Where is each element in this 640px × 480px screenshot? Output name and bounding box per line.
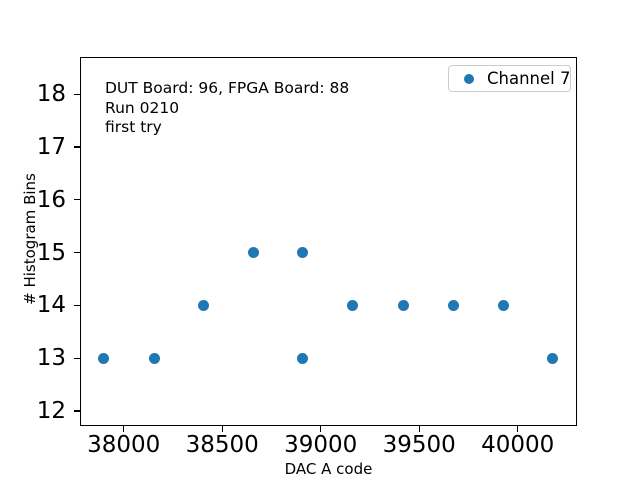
- y-tick: [74, 410, 80, 412]
- legend-marker-icon: [464, 73, 474, 84]
- annotation-text: DUT Board: 96, FPGA Board: 88 Run 0210 f…: [105, 79, 349, 138]
- y-tick-label: 12: [36, 398, 66, 424]
- x-axis-label: DAC A code: [284, 460, 373, 478]
- data-point: [97, 352, 109, 364]
- data-point: [297, 352, 309, 364]
- y-tick-label: 15: [36, 239, 66, 266]
- x-tick: [517, 426, 519, 432]
- data-point: [297, 247, 309, 259]
- data-point: [448, 299, 460, 311]
- x-tick: [320, 426, 322, 432]
- legend: Channel 7: [448, 65, 571, 92]
- data-point: [547, 352, 559, 364]
- data-point: [497, 299, 509, 311]
- y-tick-label: 13: [36, 345, 66, 372]
- y-tick: [74, 304, 80, 307]
- data-point: [148, 352, 160, 364]
- x-tick-label: 38500: [185, 432, 259, 458]
- y-tick: [74, 357, 80, 359]
- y-tick: [74, 146, 80, 148]
- annotation-line-boards: DUT Board: 96, FPGA Board: 88: [105, 79, 350, 97]
- x-tick-label: 39000: [284, 432, 358, 458]
- y-tick-label: 14: [36, 292, 66, 319]
- plot-area: [80, 57, 577, 426]
- data-point: [247, 247, 259, 259]
- y-tick-label: 16: [36, 186, 66, 213]
- annotation-line-run: Run 0210: [105, 98, 180, 117]
- y-tick-label: 18: [36, 81, 66, 108]
- y-axis-label: # Histogram Bins: [21, 173, 39, 305]
- x-tick: [123, 426, 125, 432]
- data-point: [197, 299, 209, 311]
- x-tick: [418, 426, 420, 432]
- y-tick: [74, 199, 80, 201]
- x-tick-label: 39500: [382, 432, 456, 458]
- data-point: [397, 299, 409, 311]
- y-tick: [74, 252, 80, 254]
- legend-label: Channel 7: [487, 69, 571, 88]
- x-tick: [221, 426, 223, 432]
- y-tick-label: 17: [36, 134, 66, 161]
- y-tick: [74, 93, 80, 95]
- x-tick-label: 40000: [481, 432, 555, 458]
- annotation-line-note: first try: [105, 118, 162, 136]
- data-point: [347, 299, 359, 311]
- x-tick-label: 38000: [87, 432, 161, 458]
